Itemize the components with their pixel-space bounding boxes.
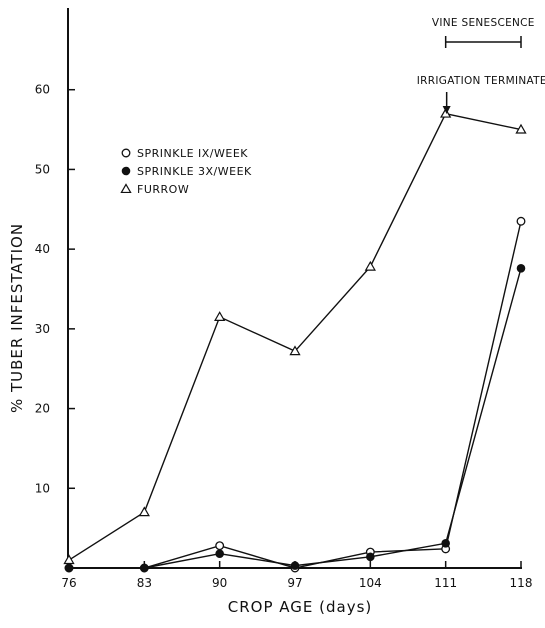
series-line-filled-circle <box>69 268 522 569</box>
ticks: 76 83 90 97 104 111 118 10 20 30 40 50 60 <box>35 83 533 590</box>
y-tick-label: 30 <box>35 322 50 336</box>
data-point-filled-circle <box>215 549 224 558</box>
data-point-filled-circle <box>516 263 526 273</box>
data-point-open-triangle <box>214 311 226 321</box>
axes <box>67 8 522 569</box>
data-point-open-triangle <box>63 554 75 565</box>
legend: SPRINKLE IX/WEEK SPRINKLE 3X/WEEK FURROW <box>120 147 252 196</box>
data-point-open-triangle <box>440 107 452 118</box>
data-point-filled-circle <box>290 561 300 570</box>
y-tick-label: 20 <box>35 402 50 416</box>
vine-senescence-bracket: VINE SENESCENCE <box>432 17 535 48</box>
irrigation-terminated-label: IRRIGATION TERMINATED <box>417 75 545 87</box>
x-tick-label: 97 <box>287 576 302 590</box>
data-point-open-triangle <box>138 506 150 517</box>
x-tick-label: 111 <box>434 576 457 590</box>
y-tick-label: 10 <box>35 481 50 495</box>
arrow-head <box>442 106 451 114</box>
annotations: VINE SENESCENCE IRRIGATION TERMINATED <box>417 17 545 114</box>
y-tick-label: 50 <box>35 162 50 176</box>
series-filled-circle <box>64 263 526 573</box>
data-point-open-circle <box>215 541 225 551</box>
data-point-open-circle <box>516 216 526 226</box>
x-tick-label: 76 <box>61 576 76 590</box>
data-point-filled-circle <box>140 563 149 573</box>
series-line-open-triangle <box>68 112 522 561</box>
y-axis-label: % TUBER INFESTATION <box>8 223 26 413</box>
legend-marker-open-circle <box>121 148 131 158</box>
series-open-triangle <box>63 107 527 565</box>
x-axis-label: CROP AGE (days) <box>228 598 373 616</box>
y-tick-label: 40 <box>35 242 50 256</box>
x-tick-label: 90 <box>212 576 227 590</box>
irrigation-terminated-arrow: IRRIGATION TERMINATED <box>417 75 545 114</box>
legend-label: FURROW <box>137 183 189 196</box>
data-point-filled-circle <box>441 538 450 548</box>
data-point-filled-circle <box>366 552 375 562</box>
y-tick-label: 60 <box>35 83 50 97</box>
legend-label: SPRINKLE IX/WEEK <box>137 147 248 160</box>
data-point-open-triangle <box>515 123 527 134</box>
legend-marker-filled-circle <box>121 166 131 176</box>
legend-marker-open-triangle <box>120 183 132 194</box>
vine-senescence-label: VINE SENESCENCE <box>432 17 535 29</box>
data-point-open-triangle <box>289 345 301 356</box>
x-tick-label: 83 <box>137 576 152 590</box>
legend-label: SPRINKLE 3X/WEEK <box>137 165 252 178</box>
series-layer <box>63 107 527 573</box>
x-tick-label: 118 <box>510 576 533 590</box>
data-point-filled-circle <box>64 563 74 573</box>
x-tick-label: 104 <box>359 576 382 590</box>
data-point-open-triangle <box>364 260 376 271</box>
